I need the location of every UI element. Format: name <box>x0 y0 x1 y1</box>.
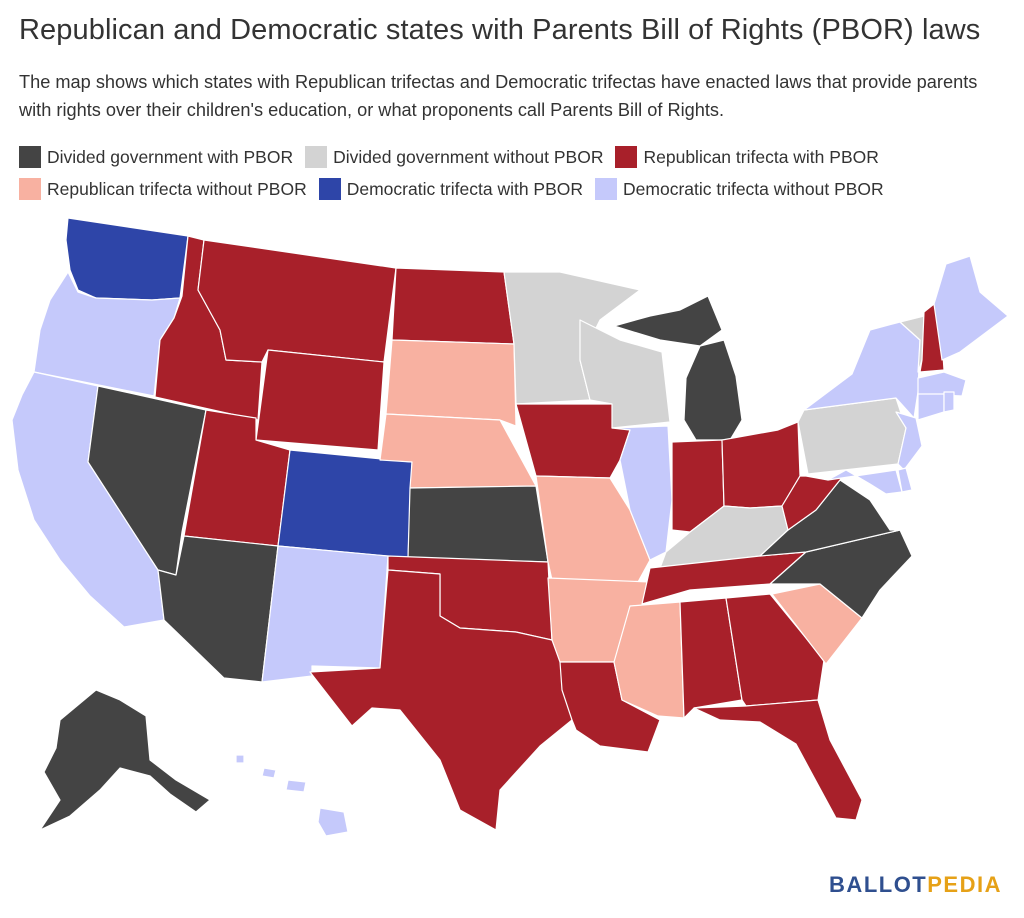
legend-item-republican-with-pbor: Republican trifecta with PBOR <box>615 146 879 168</box>
legend-swatch <box>318 178 341 200</box>
map-subtitle: The map shows which states with Republic… <box>19 72 978 120</box>
state-hi-3[interactable] <box>285 779 307 793</box>
map-title: Republican and Democratic states with Pa… <box>19 14 981 46</box>
state-nm[interactable] <box>261 545 389 683</box>
state-nd[interactable] <box>391 267 515 345</box>
state-wy[interactable] <box>255 349 385 451</box>
legend-item-democratic-with-pbor: Democratic trifecta with PBOR <box>318 178 584 200</box>
state-mi-upper[interactable] <box>613 295 723 347</box>
state-mi[interactable] <box>683 339 743 441</box>
state-fl[interactable] <box>693 699 863 821</box>
state-me[interactable] <box>933 255 1009 361</box>
legend-item-divided-without-pbor: Divided government without PBOR <box>305 146 603 168</box>
legend-label: Divided government with PBOR <box>47 146 294 167</box>
legend-label: Republican trifecta without PBOR <box>47 178 307 199</box>
ballotpedia-logo: BALLOTPEDIA <box>829 872 1002 898</box>
state-vt[interactable] <box>899 315 925 373</box>
us-states-map <box>11 217 1009 837</box>
legend-label: Divided government without PBOR <box>333 146 604 167</box>
state-mo[interactable] <box>535 475 651 583</box>
state-ri[interactable] <box>943 391 955 413</box>
state-al[interactable] <box>679 597 743 719</box>
state-tx[interactable] <box>309 569 573 831</box>
logo-part1: BALLOT <box>829 872 928 897</box>
legend-swatch <box>305 146 328 168</box>
state-pa[interactable] <box>797 397 907 475</box>
state-hi-2[interactable] <box>261 767 277 779</box>
state-ks[interactable] <box>407 485 549 563</box>
legend-label: Republican trifecta with PBOR <box>643 146 879 167</box>
legend: Divided government with PBOR Divided gov… <box>19 143 1019 207</box>
logo-part2: PEDIA <box>927 872 1002 897</box>
state-ct[interactable] <box>917 393 945 421</box>
legend-swatch <box>615 146 638 168</box>
legend-item-republican-without-pbor: Republican trifecta without PBOR <box>19 178 307 200</box>
state-md[interactable] <box>827 469 903 495</box>
legend-swatch <box>19 178 41 200</box>
state-mt[interactable] <box>197 239 397 363</box>
legend-row-2: Republican trifecta without PBOR Democra… <box>19 175 1019 203</box>
state-sd[interactable] <box>385 339 517 427</box>
legend-item-divided-with-pbor: Divided government with PBOR <box>19 146 293 168</box>
legend-item-democratic-without-pbor: Democratic trifecta without PBOR <box>595 178 884 200</box>
legend-swatch <box>19 146 41 168</box>
legend-label: Democratic trifecta with PBOR <box>346 178 584 199</box>
state-hi-4[interactable] <box>317 807 349 837</box>
state-ma[interactable] <box>917 371 967 397</box>
state-de[interactable] <box>897 467 913 493</box>
state-co[interactable] <box>277 449 413 559</box>
state-hi-1[interactable] <box>235 754 245 764</box>
state-wa[interactable] <box>65 217 189 301</box>
legend-label: Democratic trifecta without PBOR <box>623 178 884 199</box>
state-il[interactable] <box>611 425 673 561</box>
legend-row-1: Divided government with PBOR Divided gov… <box>19 143 1019 171</box>
legend-swatch <box>595 178 618 200</box>
state-ak[interactable] <box>39 689 211 831</box>
